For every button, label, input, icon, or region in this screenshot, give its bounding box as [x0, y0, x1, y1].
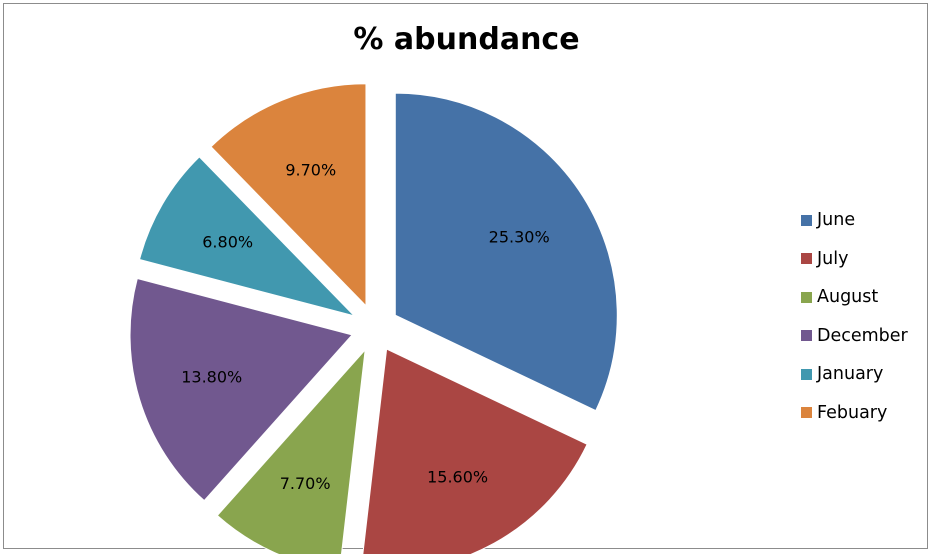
legend-label: August [817, 287, 879, 308]
pie-slices [129, 83, 618, 554]
pie-slice-june [394, 92, 618, 412]
legend-item-july: July [801, 240, 926, 279]
legend-label: June [817, 210, 856, 231]
legend-item-august: August [801, 278, 926, 317]
legend-swatch [801, 407, 812, 419]
legend-label: January [817, 364, 884, 385]
pie-data-labels: 25.30% 15.60% 7.70% 13.80% 6.80% 9.70% [181, 161, 549, 494]
data-label-december: 13.80% [181, 368, 242, 387]
legend-swatch [801, 253, 812, 265]
data-label-january: 6.80% [202, 233, 253, 252]
chart-legend: June July August December January Febuary [801, 201, 926, 432]
legend-swatch [801, 368, 812, 380]
data-label-febuary: 9.70% [285, 161, 336, 180]
legend-swatch [801, 214, 812, 226]
legend-swatch [801, 330, 812, 342]
legend-swatch [801, 291, 812, 303]
legend-item-january: January [801, 355, 926, 394]
pie-slice-december [129, 277, 353, 502]
pie-slice-febuary [210, 83, 367, 307]
legend-label: July [817, 248, 849, 269]
data-label-july: 15.60% [427, 468, 488, 487]
data-label-august: 7.70% [280, 474, 331, 493]
legend-item-december: December [801, 317, 926, 356]
data-label-june: 25.30% [489, 227, 550, 246]
legend-label: December [817, 325, 908, 346]
legend-label: Febuary [817, 402, 888, 423]
pie-slice-july [362, 348, 588, 554]
pie-slice-january [138, 156, 356, 317]
legend-item-febuary: Febuary [801, 394, 926, 433]
chart-title: % abundance [353, 22, 580, 57]
legend-item-june: June [801, 201, 926, 240]
pie-slice-august [216, 348, 366, 554]
